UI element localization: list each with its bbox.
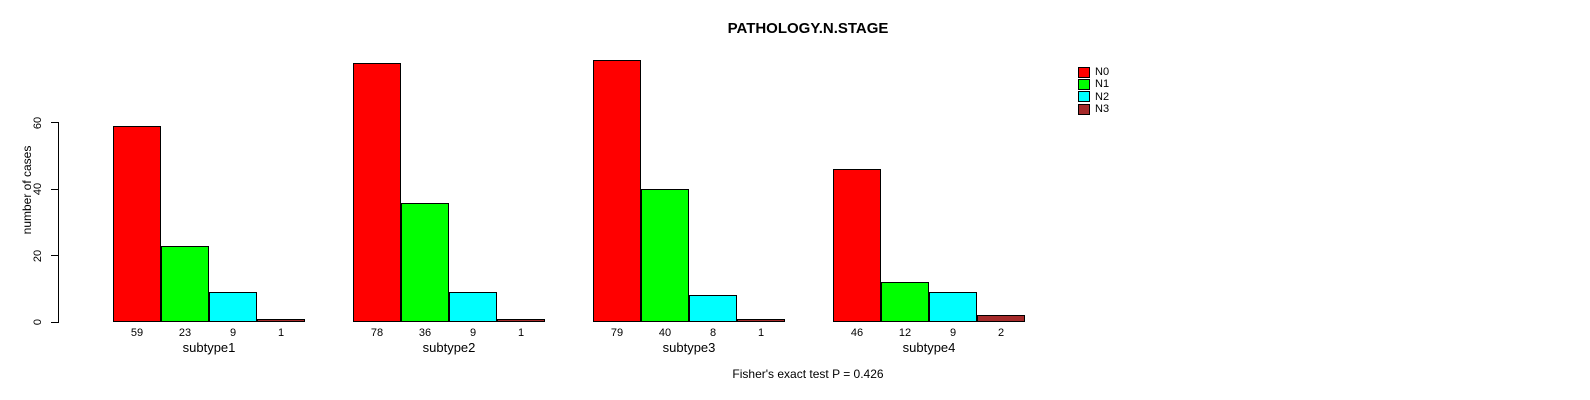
y-tick-mark [51, 122, 58, 124]
chart-title: PATHOLOGY.N.STAGE [727, 20, 889, 37]
bar-n2-subtype3 [689, 295, 737, 322]
y-tick-mark [51, 321, 58, 323]
bar-value-label: 12 [898, 327, 912, 339]
legend-label: N2 [1095, 90, 1110, 103]
bar-n0-subtype4 [833, 169, 881, 322]
legend-swatch-n1 [1078, 78, 1090, 90]
bar-n3-subtype2 [497, 319, 545, 322]
bar-n2-subtype1 [209, 292, 257, 322]
category-label: subtype3 [662, 340, 716, 355]
bar-n0-subtype2 [353, 63, 401, 322]
y-tick-label: 60 [32, 116, 44, 130]
bar-value-label: 23 [178, 327, 192, 339]
bar-value-label: 40 [658, 327, 672, 339]
bar-value-label: 8 [709, 327, 717, 339]
legend: N0 N1 N2 N3 [1078, 66, 1109, 115]
y-tick-label: 20 [32, 249, 44, 262]
bar-value-label: 78 [370, 327, 384, 339]
y-tick-mark [51, 188, 58, 190]
legend-row-n0: N0 [1078, 66, 1109, 78]
bar-value-label: 9 [229, 327, 237, 339]
category-label: subtype4 [902, 340, 956, 355]
legend-swatch-n3 [1078, 103, 1090, 115]
legend-label: N3 [1095, 103, 1110, 116]
bar-n1-subtype3 [641, 189, 689, 322]
legend-swatch-n2 [1078, 91, 1090, 103]
bar-n3-subtype4 [977, 315, 1025, 322]
bar-n0-subtype3 [593, 60, 641, 322]
fisher-test-annotation: Fisher's exact test P = 0.426 [732, 367, 884, 381]
bar-value-label: 59 [130, 327, 144, 339]
category-label: subtype2 [422, 340, 476, 355]
bar-value-label: 36 [418, 327, 432, 339]
bar-value-label: 79 [610, 327, 624, 339]
y-tick-mark [51, 255, 58, 257]
bar-n1-subtype1 [161, 246, 209, 322]
bar-n2-subtype2 [449, 292, 497, 322]
legend-swatch-n0 [1078, 66, 1090, 78]
legend-label: N0 [1095, 66, 1110, 79]
bar-value-label: 1 [757, 327, 765, 339]
y-tick-label: 40 [32, 183, 44, 196]
bar-value-label: 1 [517, 327, 525, 339]
bar-n0-subtype1 [113, 126, 161, 322]
bar-value-label: 1 [277, 327, 285, 339]
bar-value-label: 9 [949, 327, 957, 339]
bar-value-label: 46 [850, 327, 864, 339]
bar-n1-subtype4 [881, 282, 929, 322]
bar-value-label: 9 [469, 327, 477, 339]
bar-n1-subtype2 [401, 203, 449, 322]
legend-label: N1 [1095, 78, 1110, 91]
legend-row-n3: N3 [1078, 103, 1109, 115]
y-axis-line [58, 122, 59, 323]
bar-n3-subtype1 [257, 319, 305, 322]
bar-value-label: 2 [997, 327, 1005, 339]
bar-n2-subtype4 [929, 292, 977, 322]
legend-row-n2: N2 [1078, 91, 1109, 103]
y-tick-label: 0 [32, 318, 44, 326]
bar-n3-subtype3 [737, 319, 785, 322]
category-label: subtype1 [182, 340, 236, 355]
legend-row-n1: N1 [1078, 78, 1109, 90]
